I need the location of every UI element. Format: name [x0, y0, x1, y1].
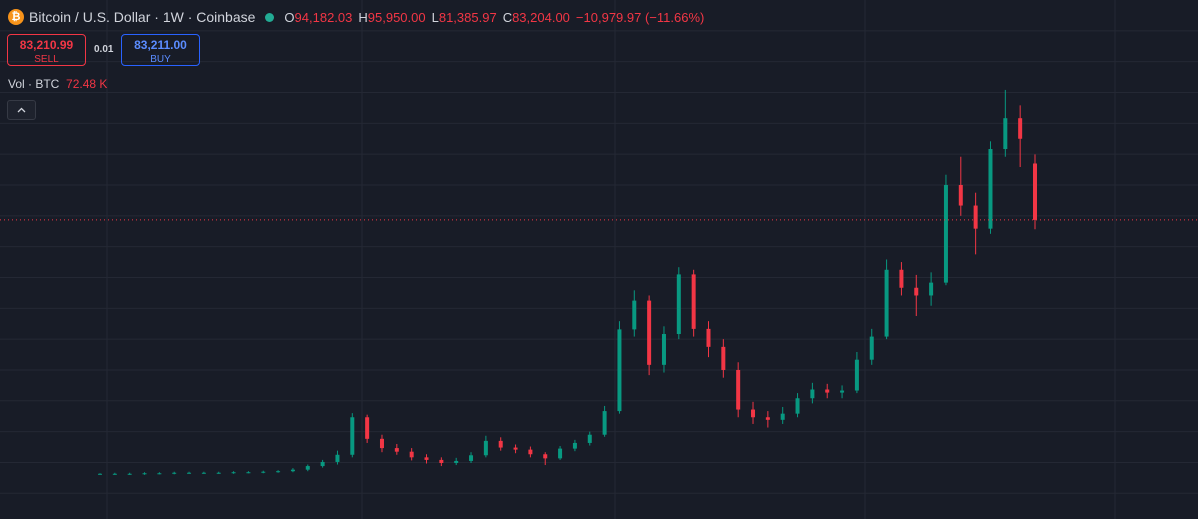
- candle-body: [558, 448, 563, 459]
- candle-body: [914, 287, 919, 296]
- candle-body: [617, 329, 622, 412]
- ohlc-open: O94,182.03: [284, 10, 352, 25]
- candle-body: [157, 473, 162, 475]
- buy-button[interactable]: 83,211.00 BUY: [121, 34, 200, 66]
- candle-body: [142, 473, 147, 475]
- candle-body: [840, 390, 845, 393]
- candle-body: [661, 334, 666, 365]
- candle-body: [795, 398, 800, 414]
- candle-body: [543, 454, 548, 459]
- candle-body: [958, 184, 963, 206]
- candle-body: [825, 389, 830, 393]
- ohlc-key: H: [358, 9, 368, 25]
- candle-body: [320, 461, 325, 467]
- candle-body: [929, 282, 934, 296]
- candle-body: [335, 454, 340, 462]
- candle-body: [765, 417, 770, 420]
- candle-body: [261, 471, 266, 473]
- volume-label: Vol · BTC: [8, 77, 60, 91]
- buy-label: BUY: [150, 54, 171, 65]
- candle-body: [112, 473, 117, 475]
- volume-value: 72.48 K: [66, 77, 108, 91]
- candle-body: [676, 274, 681, 335]
- candle-body: [454, 460, 459, 463]
- sell-button[interactable]: 83,210.99 SELL: [7, 34, 86, 66]
- candle-body: [98, 473, 102, 475]
- candle-body: [691, 274, 696, 329]
- candle-body: [350, 417, 355, 455]
- ohlc-high: H95,950.00: [358, 10, 425, 25]
- candle-body: [246, 472, 251, 474]
- candle-body: [572, 442, 577, 449]
- candle-body: [721, 346, 726, 370]
- chevron-icon: [17, 107, 26, 113]
- quantity[interactable]: 0.01: [94, 44, 114, 55]
- ohlc-value: 83,204.00: [512, 9, 570, 25]
- candle-body: [810, 389, 815, 399]
- candle-body: [513, 447, 518, 450]
- candle-body: [587, 434, 592, 443]
- candle-body: [943, 184, 948, 283]
- candle-body: [394, 448, 399, 452]
- candle-body: [483, 440, 488, 456]
- ohlc-value: 81,385.97: [438, 9, 497, 25]
- candle-body: [647, 300, 652, 365]
- ohlc-value: 95,950.00: [367, 9, 426, 25]
- ohlc-key: L: [431, 9, 439, 25]
- candle-body: [973, 205, 978, 229]
- coin-icon: ₿: [8, 9, 24, 25]
- ohlc-close: C83,204.00: [503, 10, 570, 25]
- candle-body: [276, 471, 281, 473]
- candle-body: [1033, 163, 1037, 220]
- candle-body: [899, 269, 904, 288]
- candle-body: [290, 469, 295, 472]
- candle-body: [379, 438, 384, 449]
- candle-body: [127, 473, 132, 475]
- candle-body: [365, 417, 370, 439]
- candle-body: [528, 449, 533, 455]
- volume-legend: Vol · BTC 72.48 K: [8, 77, 107, 91]
- candle-body: [602, 411, 607, 435]
- symbol-header: ₿ Bitcoin / U.S. Dollar · 1W · Coinbase …: [8, 9, 704, 25]
- vertical-grid: [106, 0, 1116, 519]
- candle-body: [424, 457, 429, 460]
- candle-body: [1018, 118, 1023, 139]
- ohlc-key: C: [502, 9, 513, 25]
- candle-body: [1003, 118, 1008, 150]
- candle-body: [632, 300, 637, 330]
- collapse-button[interactable]: [7, 100, 36, 120]
- ohlc-value: 94,182.03: [294, 9, 353, 25]
- ohlc-low: L81,385.97: [432, 10, 497, 25]
- candle-body: [187, 472, 192, 474]
- candle-body: [216, 472, 221, 474]
- candle-body: [172, 472, 177, 474]
- candle-body: [305, 466, 310, 470]
- sell-label: SELL: [34, 54, 59, 65]
- candle-body: [409, 451, 414, 458]
- candle-body: [736, 369, 741, 410]
- candle-body: [231, 472, 236, 474]
- candle-body: [751, 409, 756, 418]
- symbol-title[interactable]: Bitcoin / U.S. Dollar · 1W · Coinbase: [29, 9, 256, 25]
- price-change: −10,979.97 (−11.66%): [575, 9, 705, 25]
- buy-price: 83,211.00: [134, 38, 187, 52]
- candle-body: [854, 359, 859, 391]
- market-status: [265, 12, 275, 22]
- candle-body: [706, 328, 711, 347]
- candle-body: [498, 440, 503, 448]
- sell-price: 83,210.99: [19, 38, 74, 52]
- candle-body: [201, 472, 206, 474]
- candle-body: [469, 455, 474, 461]
- ohlc-key: O: [284, 9, 295, 25]
- candle-body: [988, 149, 993, 229]
- candle-body: [869, 336, 874, 360]
- candle-body: [439, 459, 444, 463]
- candle-body: [780, 413, 785, 420]
- candle-body: [884, 269, 889, 337]
